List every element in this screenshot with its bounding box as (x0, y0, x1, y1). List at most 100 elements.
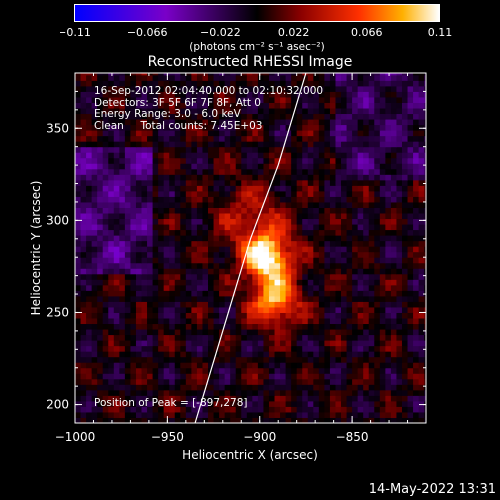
heatmap-cell (202, 395, 209, 402)
heatmap-cell (174, 235, 181, 242)
heatmap-cell (180, 96, 187, 103)
heatmap-cell (163, 163, 170, 170)
heatmap-cell (413, 157, 420, 164)
heatmap-cell (357, 279, 364, 286)
heatmap-cell (374, 80, 381, 87)
heatmap-cell (196, 389, 203, 396)
heatmap-cell (75, 196, 82, 203)
heatmap-cell (152, 251, 159, 258)
heatmap-cell (108, 224, 115, 231)
heatmap-cell (379, 417, 386, 423)
heatmap-cell (263, 174, 270, 181)
heatmap-cell (119, 74, 126, 81)
heatmap-cell (396, 119, 403, 126)
heatmap-cell (75, 268, 82, 275)
heatmap-cell (346, 284, 353, 291)
heatmap-cell (130, 329, 137, 336)
heatmap-cell (174, 240, 181, 247)
heatmap-cell (291, 74, 298, 81)
heatmap-cell (141, 367, 148, 374)
heatmap-cell (268, 373, 276, 380)
heatmap-cell (407, 73, 414, 76)
heatmap-cell (296, 378, 303, 385)
heatmap-cell (390, 290, 397, 297)
heatmap-cell (285, 207, 292, 214)
heatmap-cell (268, 362, 276, 369)
heatmap-cell (141, 179, 148, 186)
heatmap-cell (352, 251, 359, 258)
heatmap-cell (385, 80, 392, 87)
heatmap-cell (374, 179, 381, 186)
heatmap-cell (202, 141, 209, 148)
heatmap-cell (97, 373, 104, 380)
heatmap-cell (268, 279, 276, 286)
heatmap-cell (108, 85, 115, 92)
heatmap-cell (357, 340, 364, 347)
heatmap-cell (263, 323, 270, 330)
heatmap-cell (119, 124, 126, 131)
heatmap-cell (219, 395, 226, 402)
heatmap-cell (418, 152, 425, 159)
heatmap-cell (235, 340, 242, 347)
heatmap-cell (91, 73, 98, 76)
heatmap-cell (185, 246, 192, 253)
heatmap-cell (86, 108, 93, 115)
heatmap-cell (379, 329, 386, 336)
heatmap-cell (263, 124, 270, 131)
heatmap-cell (418, 345, 425, 352)
heatmap-cell (241, 163, 248, 170)
heatmap-cell (180, 235, 187, 242)
heatmap-cell (374, 268, 381, 275)
heatmap-cell (379, 323, 386, 330)
heatmap-cell (119, 190, 126, 197)
heatmap-cell (296, 312, 303, 319)
heatmap-cell (346, 74, 353, 81)
heatmap-cell (219, 262, 226, 269)
heatmap-cell (119, 185, 126, 192)
heatmap-cell (313, 91, 320, 98)
heatmap-cell (368, 295, 375, 302)
heatmap-cell (169, 85, 176, 92)
heatmap-cell (379, 373, 386, 380)
heatmap-cell (86, 141, 93, 148)
heatmap-cell (379, 163, 386, 170)
heatmap-cell (363, 257, 370, 264)
heatmap-cell (285, 284, 292, 291)
heatmap-cell (252, 135, 259, 142)
heatmap-cell (219, 80, 226, 87)
heatmap-cell (396, 73, 403, 76)
heatmap-cell (191, 213, 198, 220)
heatmap-cell (407, 130, 414, 137)
heatmap-cell (346, 108, 353, 115)
heatmap-cell (363, 373, 370, 380)
heatmap-cell (246, 257, 253, 264)
heatmap-cell (252, 323, 259, 330)
heatmap-cell (352, 218, 359, 225)
heatmap-cell (263, 246, 270, 253)
heatmap-cell (424, 240, 426, 247)
heatmap-cell (363, 351, 370, 358)
heatmap-cell (413, 119, 420, 126)
heatmap-cell (246, 74, 253, 81)
heatmap-cell (102, 91, 109, 98)
heatmap-cell (219, 240, 226, 247)
heatmap-cell (235, 207, 242, 214)
heatmap-cell (219, 273, 226, 280)
heatmap-cell (102, 174, 109, 181)
heatmap-cell (379, 168, 386, 175)
heatmap-cell (324, 218, 331, 225)
heatmap-cell (263, 262, 270, 269)
heatmap-cell (224, 179, 231, 186)
heatmap-cell (180, 318, 187, 325)
heatmap-cell (285, 152, 292, 159)
heatmap-cell (235, 295, 242, 302)
heatmap-cell (102, 406, 109, 413)
heatmap-cell (219, 373, 226, 380)
heatmap-cell (119, 312, 126, 319)
heatmap-cell (368, 213, 375, 220)
heatmap-cell (130, 417, 137, 423)
heatmap-cell (257, 240, 264, 247)
heatmap-cell (135, 406, 142, 413)
heatmap-cell (329, 417, 336, 423)
heatmap-cell (346, 356, 353, 363)
